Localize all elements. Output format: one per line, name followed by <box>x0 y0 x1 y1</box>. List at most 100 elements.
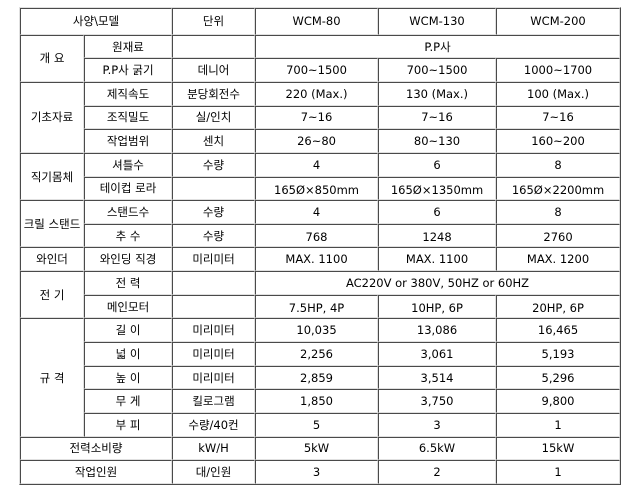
row-unit: 미리미터 <box>172 365 256 390</box>
row-stands: 크릴 스탠드 스탠드수 수량 4 6 8 <box>20 200 621 248</box>
row-value: 165Ø×850mm <box>255 176 379 201</box>
row-label: 원재료 <box>84 34 173 59</box>
row-unit: 대/인원 <box>172 460 256 484</box>
row-value: 100 (Max.) <box>496 82 621 106</box>
row-unit: 킬로그램 <box>172 389 256 413</box>
row-value: 8 <box>496 152 621 177</box>
row-label: 와인딩 직경 <box>84 247 173 272</box>
row-label: 높 이 <box>84 365 173 390</box>
row-value: 2,256 <box>255 342 379 366</box>
row-unit: 미리미터 <box>172 342 256 366</box>
row-value: 220 (Max.) <box>255 82 379 106</box>
row-value: 13,086 <box>378 318 497 343</box>
row-unit: kW/H <box>172 436 256 461</box>
row-value: 8 <box>496 200 621 224</box>
row-unit: 미리미터 <box>172 247 256 272</box>
row-value: 7~16 <box>255 105 379 130</box>
row-label: P.P사 굵기 <box>84 58 173 82</box>
row-label: 작업인원 <box>20 460 173 484</box>
row-label: 테이컵 로라 <box>84 176 173 201</box>
row-value: 7~16 <box>496 105 621 130</box>
row-value: 1 <box>496 412 621 437</box>
row-value: 3,514 <box>378 365 497 390</box>
row-value: MAX. 1200 <box>496 247 621 272</box>
row-density: 조직밀도 실/인치 7~16 7~16 7~16 <box>20 105 621 130</box>
row-unit: 데니어 <box>172 58 256 82</box>
row-unit: 센치 <box>172 129 256 153</box>
row-label: 메인모터 <box>84 294 173 319</box>
row-value: 10HP, 6P <box>378 294 497 319</box>
row-label: 작업범위 <box>84 129 173 153</box>
row-label: 부 피 <box>84 412 173 437</box>
row-weight: 무 게 킬로그램 1,850 3,750 9,800 <box>20 389 621 413</box>
row-unit <box>172 176 256 201</box>
row-work-range: 작업범위 센치 26~80 80~130 160~200 <box>20 129 621 153</box>
section-winder: 와인더 <box>20 247 84 272</box>
section-creel-stand: 크릴 스탠드 <box>20 200 84 248</box>
row-value: MAX. 1100 <box>255 247 379 272</box>
row-value: 80~130 <box>378 129 497 153</box>
header-model-1: WCM-80 <box>255 8 379 35</box>
section-basic: 기초자료 <box>20 82 84 153</box>
row-unit: 실/인치 <box>172 105 256 130</box>
header-unit: 단위 <box>172 8 256 35</box>
header-row: 사양\모델 단위 WCM-80 WCM-130 WCM-200 <box>20 8 621 35</box>
row-unit: 수량 <box>172 200 256 224</box>
row-value: 20HP, 6P <box>496 294 621 319</box>
row-label: 추 수 <box>84 223 173 248</box>
row-unit: 수량 <box>172 223 256 248</box>
spec-table: 사양\모델 단위 WCM-80 WCM-130 WCM-200 개 요 원재료 … <box>19 7 622 485</box>
row-label: 무 게 <box>84 389 173 413</box>
row-value: 3,750 <box>378 389 497 413</box>
row-value: 160~200 <box>496 129 621 153</box>
row-value: 1,850 <box>255 389 379 413</box>
row-value: 26~80 <box>255 129 379 153</box>
row-value: 5,296 <box>496 365 621 390</box>
section-overview: 개 요 <box>20 34 84 82</box>
row-value: 3 <box>378 412 497 437</box>
row-value: 1 <box>496 460 621 484</box>
row-value: 165Ø×1350mm <box>378 176 497 201</box>
row-height: 높 이 미리미터 2,859 3,514 5,296 <box>20 365 621 390</box>
row-shuttles: 직기몸체 셔틀수 수량 4 6 8 <box>20 152 621 201</box>
row-unit <box>172 34 256 59</box>
row-value: 1248 <box>378 223 497 248</box>
row-label: 제직속도 <box>84 82 173 106</box>
row-value: 130 (Max.) <box>378 82 497 106</box>
row-label: 조직밀도 <box>84 105 173 130</box>
row-value: 2760 <box>496 223 621 248</box>
row-label: 전 력 <box>84 271 173 295</box>
row-winding-dia: 와인더 와인딩 직경 미리미터 MAX. 1100 MAX. 1100 MAX.… <box>20 247 621 272</box>
row-value: 6 <box>378 152 497 177</box>
row-value: 4 <box>255 200 379 224</box>
row-thickness: P.P사 굵기 데니어 700~1500 700~1500 1000~1700 <box>20 58 621 82</box>
header-spec: 사양\모델 <box>20 8 173 35</box>
row-value: MAX. 1100 <box>378 247 497 272</box>
row-speed: 기초자료 제직속도 분당회전수 220 (Max.) 130 (Max.) 10… <box>20 82 621 153</box>
section-dimensions: 규 격 <box>20 318 84 437</box>
row-value: 768 <box>255 223 379 248</box>
row-main-motor: 메인모터 7.5HP, 4P 10HP, 6P 20HP, 6P <box>20 294 621 319</box>
row-material: 개 요 원재료 P.P사 <box>20 34 621 82</box>
row-unit <box>172 271 256 295</box>
row-value: 6 <box>378 200 497 224</box>
row-value: 700~1500 <box>255 58 379 82</box>
row-value: 15kW <box>496 436 621 461</box>
row-label: 셔틀수 <box>84 152 173 177</box>
row-value: 16,465 <box>496 318 621 343</box>
row-value: 5kW <box>255 436 379 461</box>
row-unit: 수량 <box>172 152 256 177</box>
row-value: 3,061 <box>378 342 497 366</box>
section-loom-body: 직기몸체 <box>20 152 84 201</box>
row-value: 5,193 <box>496 342 621 366</box>
section-electric: 전 기 <box>20 271 84 319</box>
row-power: 전 기 전 력 AC220V or 380V, 50HZ or 60HZ <box>20 271 621 319</box>
row-label: 전력소비량 <box>20 436 173 461</box>
row-unit: 수량/40컨 <box>172 412 256 437</box>
row-take-up: 테이컵 로라 165Ø×850mm 165Ø×1350mm 165Ø×2200m… <box>20 176 621 201</box>
row-width: 넓 이 미리미터 2,256 3,061 5,193 <box>20 342 621 366</box>
row-value: 5 <box>255 412 379 437</box>
row-value: 4 <box>255 152 379 177</box>
row-length: 규 격 길 이 미리미터 10,035 13,086 16,465 <box>20 318 621 437</box>
row-value: 10,035 <box>255 318 379 343</box>
